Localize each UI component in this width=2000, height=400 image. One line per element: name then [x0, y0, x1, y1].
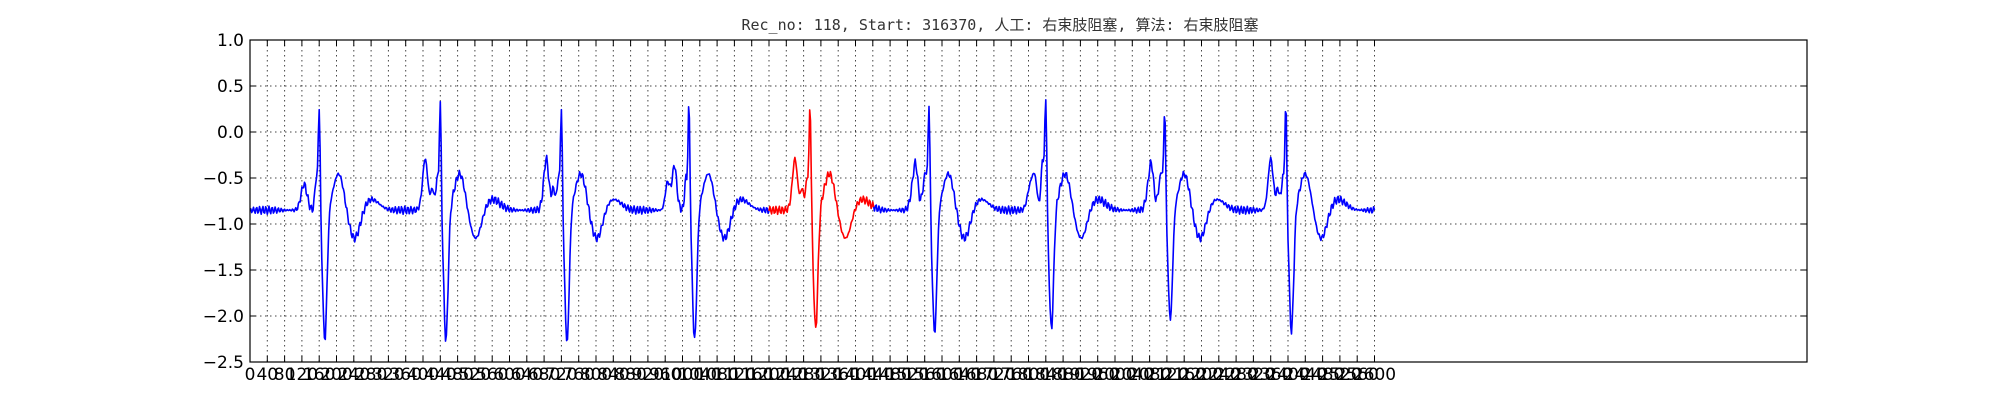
chart-title: Rec_no: 118, Start: 316370, 人工: 右束肢阻塞, 算… [741, 16, 1258, 34]
x-tick-label: 2120 [1145, 365, 1188, 385]
x-tick-label: 1480 [868, 365, 911, 385]
x-tick-label: 1360 [817, 365, 860, 385]
y-tick-label: −0.5 [203, 169, 244, 189]
x-tick-label: 400 [407, 365, 439, 385]
series-lines [249, 99, 1376, 342]
x-tick-label: 760 [562, 365, 594, 385]
x-tick-label: 1760 [990, 365, 1033, 385]
grid [249, 39, 1807, 363]
x-tick-label: 1680 [955, 365, 998, 385]
highlight-series-line [768, 109, 875, 329]
x-tick-label: 40 [256, 365, 278, 385]
x-tick-label: 1640 [938, 365, 981, 385]
y-tick-label: −1.0 [203, 215, 244, 235]
x-tick-label: 2200 [1180, 365, 1223, 385]
x-tick-label: 240 [338, 365, 370, 385]
x-tick-label: 2240 [1197, 365, 1240, 385]
y-tick-label: 0.0 [217, 123, 244, 143]
x-tick-label: 1520 [886, 365, 929, 385]
x-tick-label: 2400 [1266, 365, 1309, 385]
x-tick-label: 560 [476, 365, 508, 385]
x-tick-label: 2360 [1249, 365, 1292, 385]
x-tick-label: 1800 [1007, 365, 1050, 385]
x-tick-label: 1560 [903, 365, 946, 385]
x-tick-label: 280 [355, 365, 387, 385]
y-tick-label: −2.0 [203, 307, 244, 327]
x-tick-label: 120 [286, 365, 318, 385]
x-tick-label: 2600 [1353, 365, 1396, 385]
x-tick-label: 2560 [1336, 365, 1379, 385]
x-tick-label: 800 [580, 365, 612, 385]
x-tick-label: 1120 [713, 365, 756, 385]
x-tick-label: 520 [459, 365, 491, 385]
signal-series-line [249, 100, 770, 342]
x-tick-label: 720 [545, 365, 577, 385]
x-tick-label: 1280 [782, 365, 825, 385]
y-tick-label: −1.5 [203, 261, 244, 281]
x-tick-label: 1320 [799, 365, 842, 385]
y-tick-label: 1.0 [217, 31, 244, 51]
x-tick-label: 600 [493, 365, 525, 385]
x-tick-label: 2160 [1163, 365, 1206, 385]
x-tick-label: 2440 [1284, 365, 1327, 385]
x-tick-label: 1600 [920, 365, 963, 385]
x-tick-label: 1960 [1076, 365, 1119, 385]
x-tick-label: 2480 [1301, 365, 1344, 385]
x-tick-label: 480 [441, 365, 473, 385]
x-tick-label: 1080 [695, 365, 738, 385]
x-tick-label: 2320 [1232, 365, 1275, 385]
x-tick-label: 1000 [661, 365, 704, 385]
x-tick-label: 2000 [1093, 365, 1136, 385]
x-tick-label: 2520 [1318, 365, 1361, 385]
x-tick-label: 960 [649, 365, 681, 385]
x-tick-label: 0 [245, 365, 256, 385]
x-tick-label: 2280 [1214, 365, 1257, 385]
x-tick-label: 880 [614, 365, 646, 385]
x-tick-label: 920 [632, 365, 664, 385]
x-tick-label: 320 [372, 365, 404, 385]
x-tick-label: 680 [528, 365, 560, 385]
y-tick-label: 0.5 [217, 77, 244, 97]
x-tick-label: 1240 [765, 365, 808, 385]
x-tick-label: 1880 [1041, 365, 1084, 385]
x-tick-label: 160 [303, 365, 335, 385]
x-tick-label: 2040 [1111, 365, 1154, 385]
x-tick-label: 80 [274, 365, 296, 385]
x-tick-label: 1840 [1024, 365, 1067, 385]
x-tick-label: 1400 [834, 365, 877, 385]
x-tick-label: 2080 [1128, 365, 1171, 385]
x-tick-label: 1920 [1059, 365, 1102, 385]
y-tick-label: −2.5 [203, 353, 244, 373]
axes: 0 408012016020024028032036040044048052056… [203, 31, 1807, 385]
x-tick-label: 1720 [972, 365, 1015, 385]
x-tick-label: 640 [511, 365, 543, 385]
x-tick-label: 1200 [747, 365, 790, 385]
x-tick-label: 1440 [851, 365, 894, 385]
x-tick-label: 360 [389, 365, 421, 385]
x-tick-label: 840 [597, 365, 629, 385]
x-tick-label: 440 [424, 365, 456, 385]
x-tick-label: 1160 [730, 365, 773, 385]
x-tick-label: 1040 [678, 365, 721, 385]
x-tick-label: 200 [320, 365, 352, 385]
signal-series-line [872, 99, 1376, 335]
